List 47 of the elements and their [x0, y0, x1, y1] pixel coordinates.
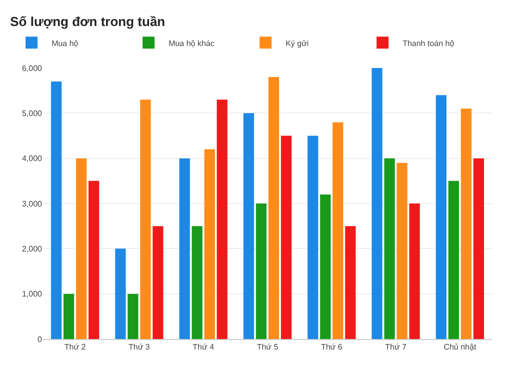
bar [128, 294, 138, 339]
bar [473, 158, 484, 339]
bar [332, 122, 344, 339]
bar [140, 100, 151, 339]
y-tick-label: 4,000 [22, 154, 43, 164]
bar [216, 100, 228, 339]
bar [460, 108, 472, 339]
bar [372, 68, 382, 339]
bar [50, 82, 62, 339]
x-tick-label: Thứ 6 [320, 342, 343, 352]
bar [88, 180, 100, 339]
bar [409, 204, 420, 339]
bar [268, 77, 280, 339]
bar [256, 204, 267, 339]
x-tick-label: Thứ 2 [64, 342, 86, 352]
y-tick-label: 3,000 [22, 199, 43, 208]
legend-label: Ký gửi [286, 38, 309, 48]
x-tick-label: Thứ 5 [256, 342, 279, 352]
legend-label: Thanh toán hộ [402, 38, 455, 48]
legend-label: Mua hộ khác [168, 38, 214, 48]
bar [76, 158, 87, 339]
bar [64, 294, 74, 339]
bar [115, 248, 126, 339]
bar [448, 180, 459, 339]
bar [192, 226, 202, 339]
y-tick-label: 2,000 [22, 244, 43, 254]
x-tick-label: Chủ nhật [444, 342, 477, 352]
legend-label: Mua hộ [52, 38, 79, 48]
y-tick-label: 5,000 [22, 108, 43, 118]
y-tick-label: 0 [38, 334, 43, 344]
bar [308, 136, 318, 339]
y-tick-label: 6,000 [22, 64, 43, 73]
chart-title: Số lượng đơn trong tuần [10, 14, 166, 29]
x-tick-label: Thứ 7 [385, 342, 408, 352]
x-tick-label: Thứ 3 [128, 342, 150, 352]
bar [384, 158, 395, 339]
bar [243, 113, 254, 339]
bar [204, 149, 215, 339]
bar [396, 162, 408, 339]
bar [345, 226, 356, 339]
bar [320, 194, 331, 339]
x-tick-label: Thứ 4 [192, 342, 215, 352]
bar [179, 158, 190, 339]
bar [436, 95, 446, 339]
bar [152, 226, 164, 339]
bar [280, 136, 292, 339]
y-tick-label: 1,000 [22, 290, 43, 299]
